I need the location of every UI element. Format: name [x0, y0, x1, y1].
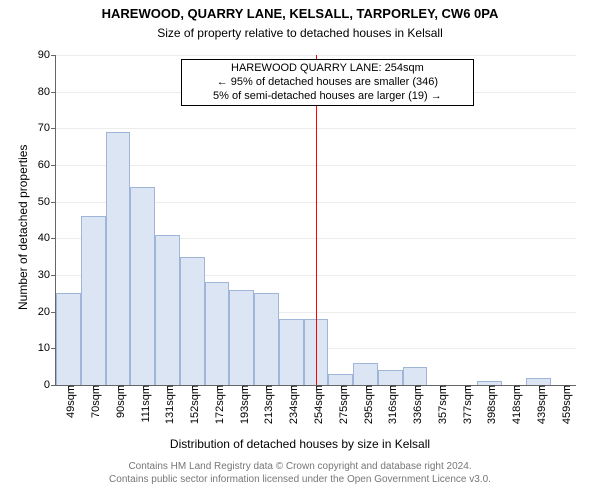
xtick-label: 275sqm	[332, 385, 350, 424]
annotation-line1: HAREWOOD QUARRY LANE: 254sqm	[182, 62, 473, 76]
annotation-box: HAREWOOD QUARRY LANE: 254sqm← 95% of det…	[181, 59, 474, 106]
x-axis-label: Distribution of detached houses by size …	[0, 437, 600, 451]
histogram-bar	[155, 235, 180, 385]
histogram-bar	[526, 378, 551, 385]
xtick-label: 439sqm	[530, 385, 548, 424]
ytick-label: 0	[44, 379, 56, 391]
footer-line2: Contains public sector information licen…	[109, 474, 491, 485]
xtick-label: 377sqm	[456, 385, 474, 424]
ytick-label: 50	[38, 196, 56, 208]
histogram-bar	[130, 187, 155, 385]
footer-line1: Contains HM Land Registry data © Crown c…	[128, 461, 471, 472]
y-axis-label: Number of detached properties	[16, 145, 30, 310]
xtick-label: 418sqm	[505, 385, 523, 424]
annotation-line3: 5% of semi-detached houses are larger (1…	[182, 90, 473, 104]
xtick-label: 254sqm	[307, 385, 325, 424]
xtick-label: 316sqm	[381, 385, 399, 424]
histogram-bar	[254, 293, 279, 385]
ytick-label: 40	[38, 232, 56, 244]
histogram-bar	[81, 216, 106, 385]
histogram-bar	[106, 132, 131, 385]
histogram-bar	[378, 370, 403, 385]
histogram-bar	[56, 293, 81, 385]
xtick-label: 459sqm	[555, 385, 573, 424]
ytick-label: 90	[38, 49, 56, 61]
xtick-label: 357sqm	[431, 385, 449, 424]
xtick-label: 172sqm	[208, 385, 226, 424]
histogram-bar	[279, 319, 304, 385]
histogram-bar	[328, 374, 353, 385]
chart-container: HAREWOOD, QUARRY LANE, KELSALL, TARPORLE…	[0, 0, 600, 500]
xtick-label: 131sqm	[158, 385, 176, 424]
xtick-label: 336sqm	[406, 385, 424, 424]
footer-text: Contains HM Land Registry data © Crown c…	[0, 461, 600, 486]
xtick-label: 90sqm	[109, 385, 127, 418]
annotation-line2: ← 95% of detached houses are smaller (34…	[182, 76, 473, 90]
histogram-bar	[353, 363, 378, 385]
ytick-label: 20	[38, 306, 56, 318]
histogram-bar	[229, 290, 254, 385]
xtick-label: 398sqm	[480, 385, 498, 424]
plot-area: 010203040506070809049sqm70sqm90sqm111sqm…	[55, 55, 576, 386]
xtick-label: 49sqm	[59, 385, 77, 418]
xtick-label: 295sqm	[357, 385, 375, 424]
xtick-label: 193sqm	[233, 385, 251, 424]
histogram-bar	[403, 367, 428, 385]
xtick-label: 234sqm	[282, 385, 300, 424]
histogram-bar	[180, 257, 205, 385]
histogram-bar	[205, 282, 230, 385]
ytick-label: 60	[38, 159, 56, 171]
ytick-label: 30	[38, 269, 56, 281]
xtick-label: 213sqm	[257, 385, 275, 424]
chart-title: HAREWOOD, QUARRY LANE, KELSALL, TARPORLE…	[0, 6, 600, 21]
xtick-label: 111sqm	[134, 385, 152, 423]
ytick-label: 10	[38, 342, 56, 354]
ytick-label: 70	[38, 122, 56, 134]
xtick-label: 70sqm	[84, 385, 102, 418]
ytick-label: 80	[38, 86, 56, 98]
xtick-label: 152sqm	[183, 385, 201, 424]
chart-subtitle: Size of property relative to detached ho…	[0, 26, 600, 40]
